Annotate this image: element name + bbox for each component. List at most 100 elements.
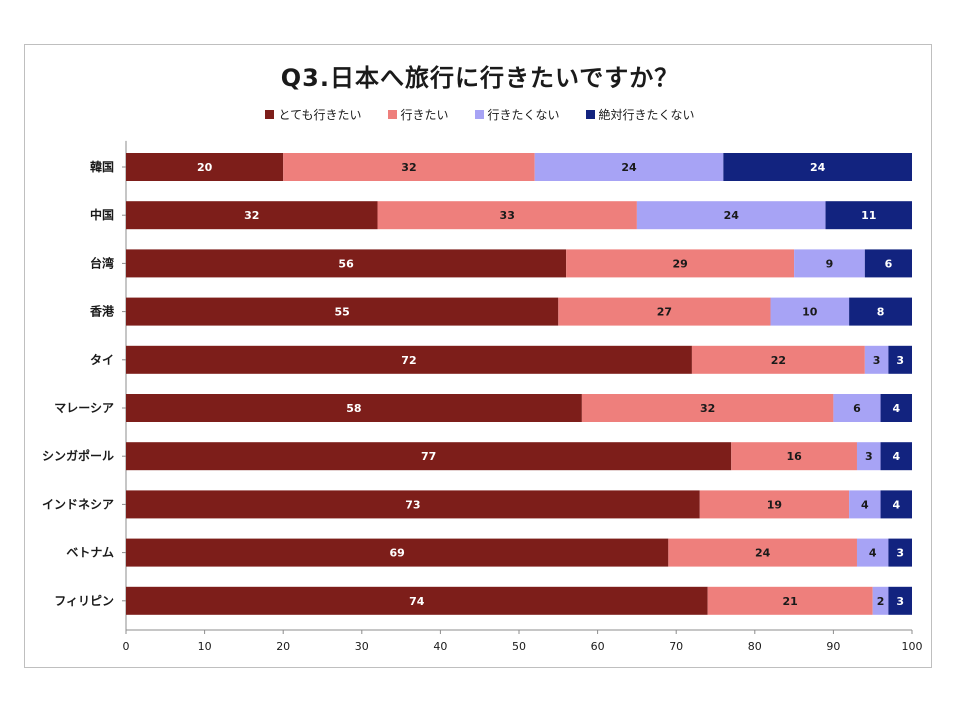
bar-segment [833,394,881,422]
bar-segment [126,538,669,567]
data-label: 32 [700,402,715,415]
category-label: ベトナム [66,546,114,560]
x-tick-label: 10 [198,640,212,653]
data-label: 3 [896,354,904,367]
data-label: 72 [401,354,416,367]
data-label: 3 [896,595,904,608]
legend-item: 絶対行きたくない [585,106,695,123]
bar-segment [126,586,708,615]
bar-segment [636,201,826,230]
bar-segment [872,586,889,615]
data-label: 24 [755,547,771,560]
data-label: 77 [421,450,436,463]
legend-label: 行きたくない [487,108,560,122]
bar-segment [770,297,850,326]
data-label: 6 [885,257,893,270]
bar-segment [534,153,724,181]
data-label: 8 [877,306,885,319]
data-label: 20 [197,161,213,174]
data-label: 55 [334,306,349,319]
legend-swatch [474,110,484,119]
bar-segment [699,490,850,519]
x-tick-label: 90 [826,640,840,653]
data-label: 33 [500,209,515,222]
data-label: 56 [338,257,354,270]
bar-segment [880,490,912,519]
legend-item: とても行きたい [265,106,362,123]
legend-label: 行きたい [400,108,449,122]
bar-segment [707,586,873,615]
category-label: インドネシア [42,497,114,511]
x-tick-label: 20 [276,640,290,653]
bar-segment [126,153,284,181]
data-label: 21 [783,595,798,608]
category-label: マレーシア [54,401,114,415]
data-label: 24 [810,161,826,174]
bar-segment [888,345,912,374]
bar-segment [856,442,881,471]
data-label: 58 [346,402,361,415]
data-label: 9 [826,257,834,270]
chart-title: Q3.日本へ旅行に行きたいですか？ [280,64,680,92]
legend-label: 絶対行きたくない [598,108,695,122]
bar-segment [888,586,912,615]
data-label: 24 [621,161,637,174]
bar-segment [126,490,700,519]
bar-segment [566,249,795,278]
legend-label: とても行きたい [278,108,362,122]
data-label: 22 [771,354,786,367]
bar-segment [856,538,889,567]
bar-segment [849,297,912,326]
x-tick-label: 60 [591,640,605,653]
data-label: 4 [892,450,900,463]
data-label: 32 [401,161,416,174]
x-tick-label: 40 [433,640,447,653]
bar-segment [126,297,559,326]
data-label: 3 [865,450,873,463]
category-label: 台湾 [90,255,114,270]
category-label: フィリピン [54,594,114,608]
data-label: 3 [873,354,881,367]
bar-segment [377,201,637,230]
bar-segment [126,249,567,278]
data-label: 73 [405,498,420,511]
legend-swatch [387,110,397,119]
bar-segment [691,345,865,374]
data-label: 74 [409,595,425,608]
bar-segment [581,394,834,422]
data-label: 6 [853,402,861,415]
data-label: 10 [802,306,818,319]
data-label: 16 [786,450,802,463]
x-tick-label: 70 [669,640,683,653]
bar-segment [825,201,912,230]
legend-item: 行きたい [387,106,449,123]
category-label: 中国 [90,207,114,222]
data-label: 29 [672,257,687,270]
legend-item: 行きたくない [474,106,560,123]
data-label: 3 [896,547,904,560]
data-label: 4 [861,498,869,511]
data-label: 32 [244,209,259,222]
bar-segment [880,442,912,471]
bar-segment [126,442,732,471]
data-label: 11 [861,209,876,222]
bar-segment [880,394,912,422]
category-label: 香港 [89,304,115,319]
bar-segment [558,297,771,326]
data-label: 69 [390,547,405,560]
legend-swatch [265,110,275,119]
bar-segment [849,490,881,519]
bar-segment [126,345,692,374]
data-label: 19 [767,498,782,511]
bar-segment [126,201,378,230]
bar-segment [864,249,912,278]
x-tick-label: 50 [512,640,526,653]
bar-segment [731,442,857,471]
legend-swatch [585,110,595,119]
bar-segment [864,345,889,374]
bar-segment [283,153,535,181]
data-label: 24 [724,209,740,222]
bar-segment [668,538,857,567]
data-label: 27 [657,306,672,319]
